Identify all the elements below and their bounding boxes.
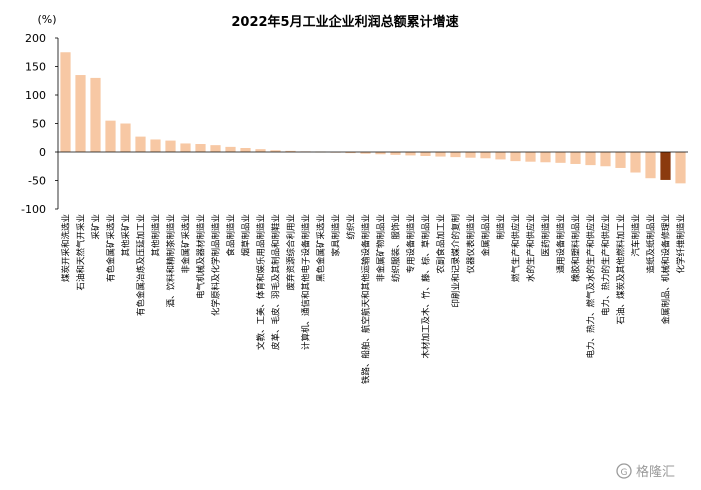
bar-25 [435, 152, 446, 157]
x-tick-label: 制造业 [496, 214, 507, 240]
x-tick-label: 农副食品加工业 [436, 214, 447, 274]
bar-40 [660, 152, 671, 180]
bar-28 [480, 152, 491, 159]
x-tick-label: 皮革、毛皮、羽毛及其制品和制鞋业 [271, 214, 282, 350]
x-tick-label: 电气机械及器材制造业 [196, 214, 207, 299]
x-tick-label: 纺织服装、服饰业 [391, 214, 402, 282]
x-tick-label: 电力、热力、燃气及水的生产和供应业 [586, 214, 597, 359]
watermark-logo-glyph: G [621, 468, 628, 478]
chart-title: 2022年5月工业企业利润总额累计增速 [231, 14, 458, 30]
bar-34 [570, 152, 581, 164]
bar-4 [120, 123, 131, 152]
x-tick-label: 石油、煤炭及其他燃料加工业 [616, 214, 627, 325]
y-tick-label: 150 [25, 61, 46, 74]
x-tick-label: 化学原料及化学制品制造业 [211, 214, 222, 316]
x-tick-label: 印刷业和记录媒介的复制 [451, 214, 462, 308]
bar-30 [510, 152, 521, 162]
y-tick-label: 100 [25, 89, 46, 102]
bar-22 [390, 152, 401, 155]
x-tick-label: 有色金属冶炼及压延加工业 [136, 214, 147, 316]
watermark-logo-icon [616, 463, 632, 479]
bar-3 [105, 120, 116, 152]
bar-32 [540, 152, 551, 163]
watermark: G 格隆汇 [616, 463, 675, 480]
bar-8 [180, 143, 191, 152]
bar-33 [555, 152, 566, 163]
bar-12 [240, 148, 251, 152]
bar-27 [465, 152, 476, 158]
x-tick-label: 汽车制造业 [631, 214, 642, 257]
x-tick-label: 燃气生产和供应业 [511, 214, 522, 282]
bar-14 [270, 150, 281, 152]
x-tick-label: 橡胶和塑料制品业 [571, 214, 582, 282]
x-tick-label: 家具制造业 [331, 214, 342, 257]
y-tick-label: 200 [25, 32, 46, 45]
x-tick-label: 仪器仪表制造业 [466, 214, 477, 274]
bar-7 [165, 140, 176, 152]
bar-29 [495, 152, 506, 160]
bar-24 [420, 152, 431, 156]
x-tick-label: 化学纤维制造业 [676, 214, 687, 274]
x-tick-label: 金属制品业 [481, 214, 492, 257]
bar-41 [675, 152, 686, 184]
bar-20 [360, 152, 371, 154]
x-tick-label: 医药制造业 [541, 214, 552, 257]
watermark-text: 格隆汇 [636, 464, 675, 480]
x-tick-label: 石油和天然气开采业 [76, 214, 87, 291]
bar-0 [60, 52, 71, 152]
y-tick-label: -100 [21, 203, 46, 216]
bar-31 [525, 152, 536, 162]
bar-10 [210, 145, 221, 152]
x-tick-label: 非金属矿物制品业 [376, 214, 387, 282]
x-tick-labels-group: 煤炭开采和洗选业 石油和天然气开采业 采矿业 有色金属矿采选业 其他采矿业 有色金属冶炼及… [61, 214, 687, 384]
x-tick-label: 煤炭开采和洗选业 [61, 214, 72, 282]
bar-13 [255, 149, 266, 152]
bar-2 [90, 77, 101, 152]
x-tick-label: 采矿业 [91, 214, 102, 240]
x-tick-label: 其他采矿业 [121, 214, 132, 257]
y-tick-label: 0 [39, 146, 46, 159]
x-tick-label: 文教、工美、体育和娱乐用品制造业 [256, 214, 267, 350]
bar-36 [600, 152, 611, 167]
bar-11 [225, 146, 236, 152]
bar-37 [615, 152, 626, 168]
x-tick-label: 电力、热力的生产和供应业 [601, 214, 612, 316]
bar-21 [375, 152, 386, 155]
y-tick-label: 50 [32, 118, 46, 131]
bar-9 [195, 144, 206, 152]
x-tick-label: 水的生产和供应业 [526, 214, 537, 282]
bar-5 [135, 136, 146, 152]
x-tick-label: 纺织业 [346, 214, 357, 240]
x-tick-label: 铁路、船舶、航空航天和其他运输设备制造业 [361, 214, 372, 384]
x-tick-label: 其他制造业 [151, 214, 162, 257]
x-tick-label: 通用设备制造业 [556, 214, 567, 274]
y-ticks-group: -100 -50 0 50 100 150 200 [21, 32, 58, 216]
x-tick-label: 计算机、通信和其他电子设备制造业 [301, 214, 312, 350]
x-tick-label: 金属制品、机械和设备修理业 [661, 214, 672, 325]
bar-23 [405, 152, 416, 156]
x-tick-label: 木材加工及木、竹、藤、棕、草制品业 [421, 214, 432, 359]
bar-15 [285, 150, 296, 152]
bar-26 [450, 152, 461, 158]
y-axis-unit: (%) [37, 13, 56, 26]
x-tick-label: 酒、饮料和精制茶制造业 [166, 214, 177, 308]
x-tick-label: 非金属矿采选业 [181, 214, 192, 274]
bar-6 [150, 139, 161, 152]
bar-35 [585, 152, 596, 166]
bar-1 [75, 75, 86, 152]
bar-38 [630, 152, 641, 173]
x-tick-label: 专用设备制造业 [406, 214, 417, 274]
bars-group [60, 52, 686, 184]
x-tick-label: 造纸及纸制品业 [646, 214, 657, 274]
y-tick-label: -50 [28, 175, 46, 188]
x-tick-label: 废弃资源综合利用业 [286, 214, 297, 291]
x-tick-label: 黑色金属矿采选业 [316, 214, 327, 282]
x-tick-label: 有色金属矿采选业 [106, 214, 117, 282]
x-tick-label: 食品制造业 [226, 214, 237, 257]
bar-19 [345, 152, 356, 154]
bar-39 [645, 152, 656, 179]
x-tick-label: 烟草制品业 [241, 214, 252, 257]
